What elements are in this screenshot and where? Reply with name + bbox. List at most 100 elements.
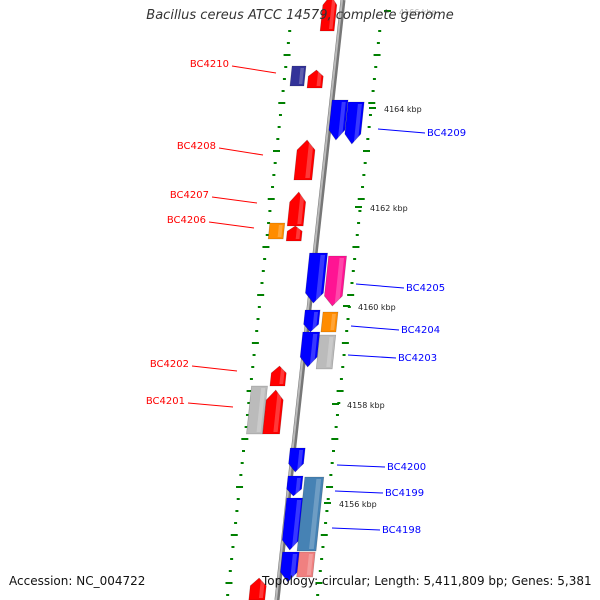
tick-left xyxy=(257,306,261,308)
gene-pink xyxy=(296,551,316,578)
scale-tick xyxy=(384,10,391,12)
gene-blue xyxy=(305,252,328,304)
tick-right xyxy=(316,594,320,596)
tick-left xyxy=(231,546,235,548)
gene-label-right: BC4203 xyxy=(398,353,437,364)
tick-left xyxy=(262,246,270,248)
scale-tick xyxy=(332,403,339,405)
tick-left xyxy=(226,594,230,596)
tick-left xyxy=(281,90,285,92)
gene-red xyxy=(262,389,284,435)
leader-right xyxy=(377,128,426,134)
map-title: Bacillus cereus ATCC 14579, complete gen… xyxy=(146,8,454,23)
gene-label-right: BC4205 xyxy=(406,283,445,294)
tick-right xyxy=(335,414,339,416)
tick-right xyxy=(350,282,354,284)
scale-label: 4158 kbp xyxy=(347,401,385,410)
tick-right xyxy=(363,162,367,164)
tick-left xyxy=(278,102,286,104)
tick-right xyxy=(367,126,371,128)
tick-right xyxy=(341,366,345,368)
scale-label: 4160 kbp xyxy=(358,303,396,312)
leader-right xyxy=(350,325,400,331)
tick-left xyxy=(288,30,292,32)
gene-orange xyxy=(267,222,286,240)
leader-left xyxy=(208,221,255,229)
gene-orange xyxy=(320,311,339,333)
gene-features xyxy=(246,0,365,600)
tick-right xyxy=(347,294,355,296)
gene-shade xyxy=(338,102,346,138)
tick-marks xyxy=(225,30,382,596)
tick-right xyxy=(330,462,334,464)
topology-text: Topology: circular; Length: 5,411,809 bp… xyxy=(262,574,592,588)
gene-shade xyxy=(297,194,305,224)
tick-left xyxy=(255,330,259,332)
tick-right xyxy=(368,114,372,116)
tick-left xyxy=(260,282,264,284)
tick-left xyxy=(247,402,251,404)
scale-label: 4156 kbp xyxy=(339,500,377,509)
gene-shade xyxy=(312,312,318,330)
tick-right xyxy=(358,210,362,212)
tick-left xyxy=(239,474,243,476)
tick-right xyxy=(368,102,376,104)
tick-right xyxy=(324,522,328,524)
gene-shade xyxy=(277,225,283,237)
gene-shade xyxy=(309,334,318,365)
tick-right xyxy=(342,354,346,356)
tick-left xyxy=(272,174,276,176)
tick-left xyxy=(284,66,288,68)
gene-label-left: BC4201 xyxy=(146,396,185,407)
gene-shade xyxy=(290,554,298,580)
tick-left xyxy=(283,54,291,56)
tick-right xyxy=(334,426,338,428)
gene-shade xyxy=(330,314,336,330)
gene-shade xyxy=(315,255,326,301)
gene-shade xyxy=(306,554,313,575)
gene-blue xyxy=(281,497,305,551)
gene-shade xyxy=(273,392,282,432)
gene-red xyxy=(319,0,338,32)
tick-right xyxy=(351,270,355,272)
gene-blue xyxy=(299,331,321,368)
gene-shade xyxy=(326,337,334,367)
tick-left xyxy=(236,486,244,488)
tick-left xyxy=(282,78,286,80)
tick-right xyxy=(321,546,325,548)
gene-label-right: BC4209 xyxy=(427,128,466,139)
tick-left xyxy=(240,462,244,464)
tick-left xyxy=(230,534,238,536)
tick-right xyxy=(362,174,366,176)
tick-right xyxy=(374,66,378,68)
tick-left xyxy=(241,438,249,440)
gene-red xyxy=(269,365,287,387)
tick-left xyxy=(277,126,281,128)
gene-label-left: BC4202 xyxy=(150,359,189,370)
leader-right xyxy=(336,464,386,468)
gene-blue xyxy=(303,309,321,333)
tick-left xyxy=(244,426,248,428)
gene-shade xyxy=(291,500,302,548)
scale-tick xyxy=(324,502,331,504)
tick-right xyxy=(372,78,376,80)
tick-left xyxy=(286,42,290,44)
tick-left xyxy=(230,558,234,560)
tick-right xyxy=(357,222,361,224)
leader-left xyxy=(211,196,258,204)
gene-label-right: BC4200 xyxy=(387,462,426,473)
scale-tick xyxy=(355,206,362,208)
gene-magenta xyxy=(324,255,347,307)
leader-left xyxy=(231,65,277,74)
gene-shade xyxy=(295,478,301,494)
gene-steelblue xyxy=(296,476,325,552)
tick-right xyxy=(331,438,339,440)
gene-blue xyxy=(344,101,365,145)
tick-right xyxy=(371,90,375,92)
tick-left xyxy=(242,450,245,452)
gene-blue xyxy=(286,475,304,497)
tick-right xyxy=(355,234,359,236)
gene-shade xyxy=(297,450,304,470)
tick-left xyxy=(265,234,269,236)
gene-label-left: BC4206 xyxy=(167,215,206,226)
